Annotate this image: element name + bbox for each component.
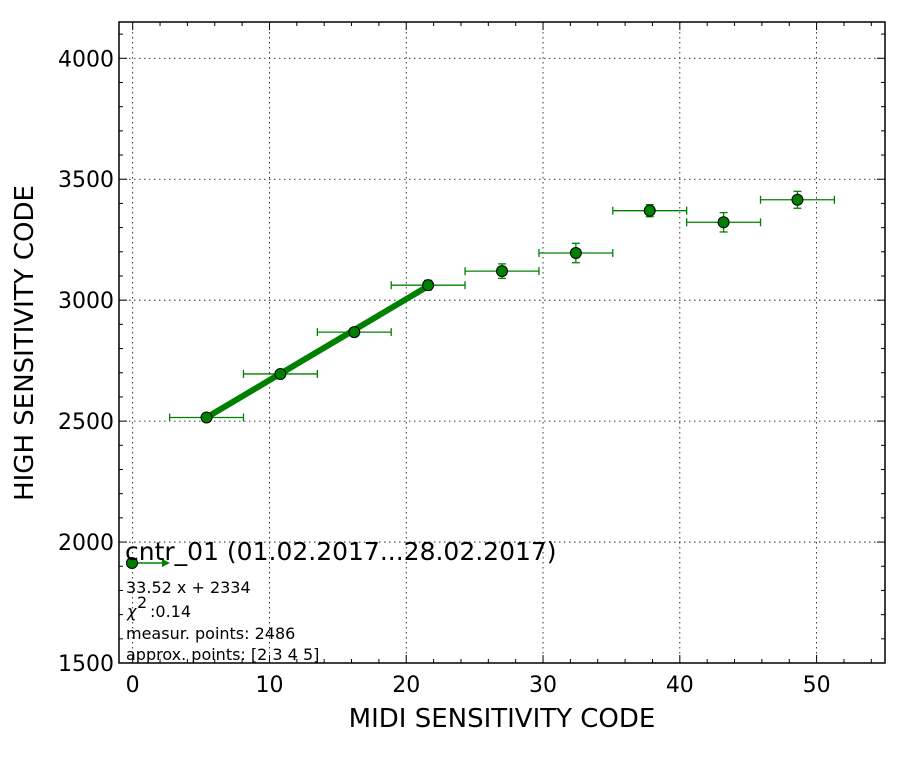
x-axis-label: MIDI SENSITIVITY CODE bbox=[349, 704, 656, 734]
x-tick-label: 10 bbox=[255, 673, 283, 698]
tick-layer bbox=[119, 22, 885, 664]
data-point bbox=[569, 247, 582, 260]
data-point bbox=[791, 193, 804, 206]
legend-fit-equation: 33.52 x + 2334 bbox=[126, 578, 251, 597]
fit-line-layer bbox=[205, 283, 430, 421]
data-points-layer bbox=[200, 193, 804, 424]
x-tick-label: 40 bbox=[666, 673, 694, 698]
data-point bbox=[274, 367, 287, 380]
legend-approx-points: approx. points: [2 3 4 5] bbox=[126, 645, 319, 664]
x-tick-label: 0 bbox=[126, 673, 140, 698]
y-tick-label: 4000 bbox=[58, 47, 114, 72]
legend-title: cntr_01 (01.02.2017...28.02.2017) bbox=[125, 537, 557, 566]
legend-chi-power: 2 bbox=[137, 593, 147, 612]
legend-arrow-head-icon bbox=[162, 559, 170, 567]
y-axis-label: HIGH SENSITIVITY CODE bbox=[10, 185, 40, 501]
grid-layer bbox=[119, 22, 885, 663]
y-tick-label: 3000 bbox=[58, 289, 114, 314]
y-tick-labels: 1500 2000 2500 3000 3500 4000 bbox=[58, 47, 114, 677]
plot-frame bbox=[118, 21, 886, 664]
legend: cntr_01 (01.02.2017...28.02.2017) 33.52 … bbox=[125, 537, 557, 664]
legend-chi-symbol: χ bbox=[126, 602, 137, 621]
y-tick-label: 2500 bbox=[58, 410, 114, 435]
legend-marker bbox=[126, 557, 138, 569]
error-bars-layer bbox=[168, 190, 836, 422]
y-tick-label: 2000 bbox=[58, 531, 114, 556]
legend-measurement-points: measur. points: 2486 bbox=[126, 624, 295, 643]
x-tick-label: 30 bbox=[529, 673, 557, 698]
data-point bbox=[200, 411, 213, 424]
y-tick-label: 3500 bbox=[58, 168, 114, 193]
y-tick-label: 1500 bbox=[58, 652, 114, 677]
x-tick-label: 20 bbox=[392, 673, 420, 698]
data-point bbox=[643, 204, 656, 217]
data-point bbox=[422, 279, 435, 292]
x-tick-label: 50 bbox=[803, 673, 831, 698]
data-point bbox=[348, 326, 361, 339]
data-point bbox=[496, 265, 508, 278]
data-point bbox=[717, 216, 730, 229]
legend-chi-square-value: :0.14 bbox=[150, 602, 191, 621]
x-tick-labels: 0 10 20 30 40 50 bbox=[126, 673, 831, 698]
fit-line bbox=[205, 283, 430, 421]
